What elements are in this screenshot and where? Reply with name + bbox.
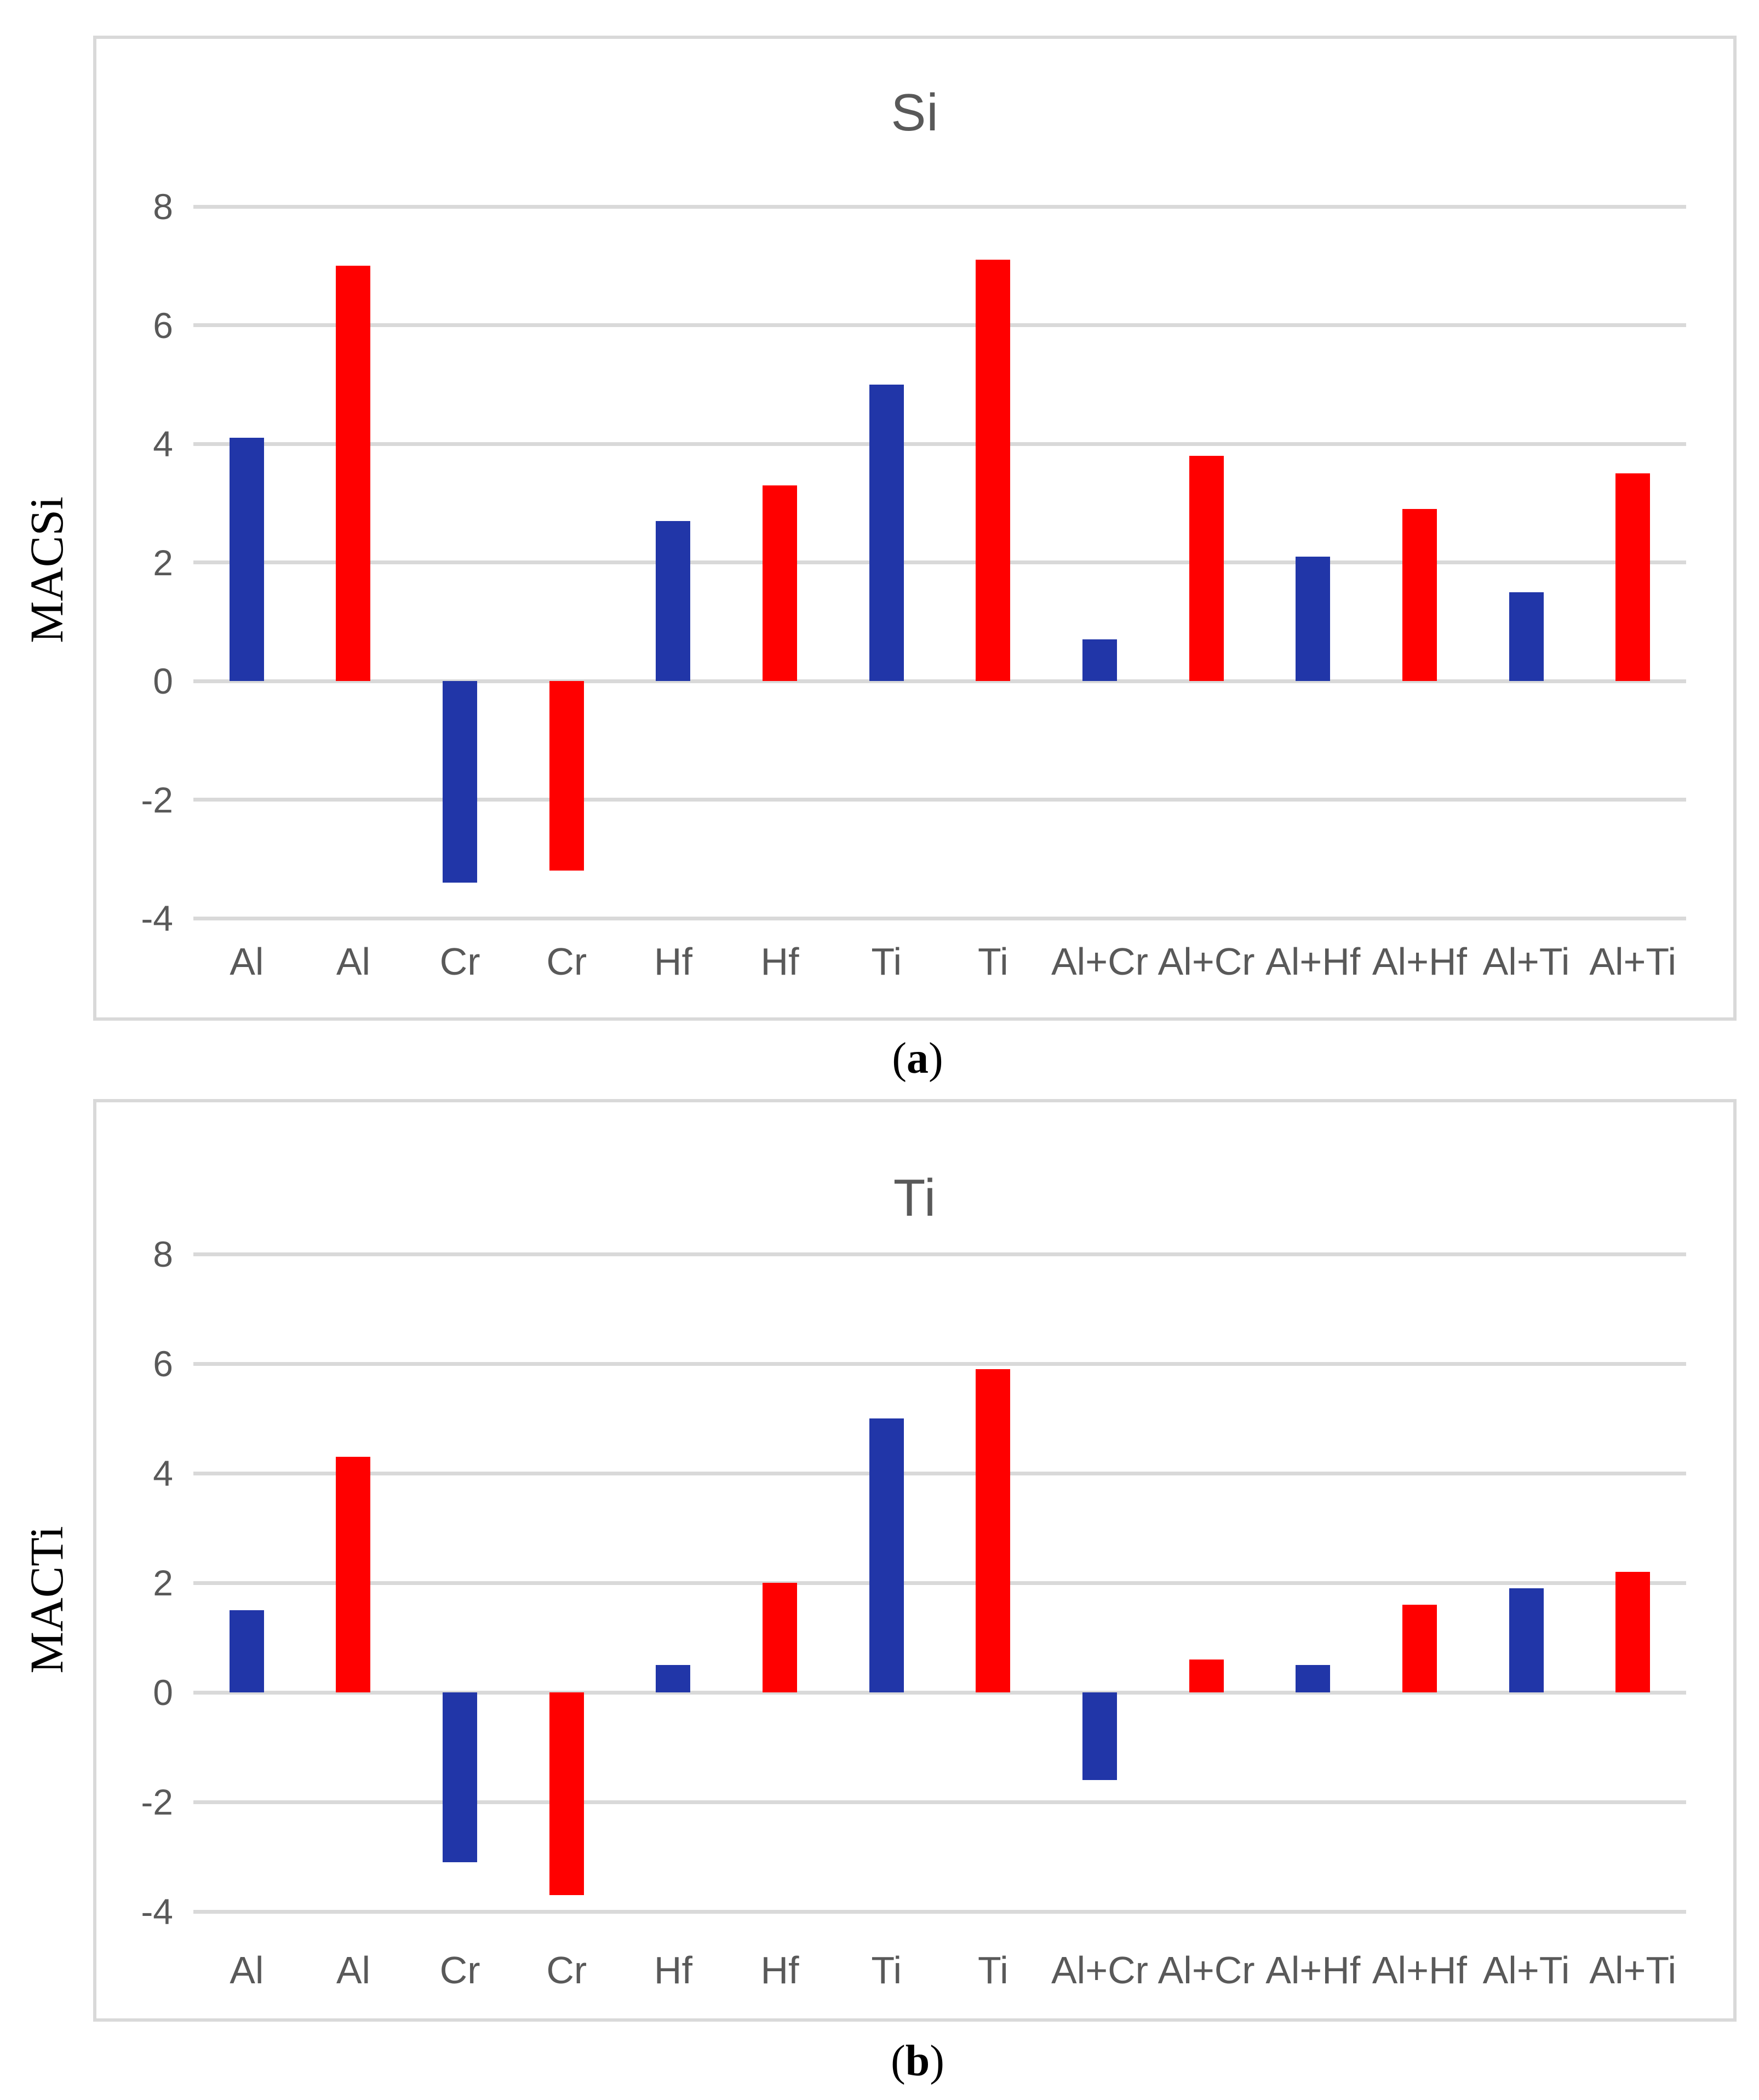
y-tick-label-4: 4: [153, 424, 173, 464]
x-label-1-Al: Al: [336, 940, 371, 983]
bar-6-Ti: [869, 384, 904, 681]
gridline--4: [193, 1909, 1686, 1914]
y-axis-label-macti: MACTi: [20, 1526, 73, 1674]
y-axis-label-macsi: MACSi: [20, 496, 73, 643]
bar-12-Al+Ti: [1509, 592, 1544, 681]
bar-9-Al+Cr: [1189, 1660, 1224, 1692]
gridline-8: [193, 204, 1686, 209]
x-label-9-Al+Cr: Al+Cr: [1158, 940, 1255, 983]
y-tick-label-2: 2: [153, 542, 173, 583]
x-label-13-Al+Ti: Al+Ti: [1589, 940, 1677, 983]
gridline-2: [193, 560, 1686, 564]
gridline--4: [193, 916, 1686, 920]
caption-paren-close: ): [929, 1034, 943, 1083]
bar-6-Ti: [869, 1418, 904, 1692]
y-tick-label--4: -4: [141, 898, 173, 939]
bar-4-Hf: [656, 1665, 691, 1692]
x-label-6-Ti: Ti: [871, 1949, 902, 1992]
bar-2-Cr: [443, 681, 478, 883]
gridline--2: [193, 798, 1686, 802]
caption-a: (a): [781, 1026, 1055, 1091]
x-label-10-Al+Hf: Al+Hf: [1265, 1949, 1361, 1992]
caption-paren-open: (: [891, 2037, 906, 2085]
bar-3-Cr: [549, 1692, 584, 1895]
bar-11-Al+Hf: [1402, 1605, 1437, 1692]
bar-4-Hf: [656, 520, 691, 681]
x-label-5-Hf: Hf: [760, 940, 799, 983]
chart-panel-ti: Ti 8 6 4 2 0 -2 -4 Al Al Cr Cr Hf Hf Ti Ti Al+Cr Al+Cr Al…: [93, 1099, 1737, 2022]
caption-b: (b): [781, 2028, 1055, 2094]
caption-paren-close: ): [930, 2037, 944, 2085]
gridline--2: [193, 1800, 1686, 1804]
caption-letter: a: [907, 1034, 929, 1083]
gridline-6: [193, 1361, 1686, 1366]
y-tick-label--4: -4: [141, 1891, 173, 1932]
y-tick-label-0: 0: [153, 661, 173, 701]
gridline-4: [193, 1471, 1686, 1475]
x-label-2-Cr: Cr: [439, 1949, 480, 1992]
x-label-0-Al: Al: [230, 1949, 264, 1992]
y-tick-label--2: -2: [141, 779, 173, 820]
x-label-6-Ti: Ti: [871, 940, 902, 983]
chart-title-si: Si: [891, 83, 939, 142]
chart-title-ti: Ti: [893, 1169, 937, 1227]
x-label-7-Ti: Ti: [977, 940, 1009, 983]
bar-11-Al+Hf: [1402, 509, 1437, 681]
gridline-0: [193, 1690, 1686, 1695]
x-label-11-Al+Hf: Al+Hf: [1372, 940, 1467, 983]
y-tick-label--2: -2: [141, 1782, 173, 1822]
x-label-12-Al+Ti: Al+Ti: [1482, 940, 1570, 983]
x-label-11-Al+Hf: Al+Hf: [1372, 1949, 1467, 1992]
bar-5-Hf: [763, 485, 798, 681]
gridline-2: [193, 1581, 1686, 1585]
bar-12-Al+Ti: [1509, 1588, 1544, 1692]
x-label-1-Al: Al: [336, 1949, 371, 1992]
bar-13-Al+Ti: [1615, 1572, 1651, 1692]
gridline-6: [193, 323, 1686, 327]
x-label-5-Hf: Hf: [760, 1949, 799, 1992]
x-label-3-Cr: Cr: [546, 940, 587, 983]
x-label-0-Al: Al: [230, 940, 264, 983]
y-tick-label-2: 2: [153, 1563, 173, 1603]
x-label-4-Hf: Hf: [654, 1949, 692, 1992]
bar-7-Ti: [976, 1369, 1011, 1692]
x-label-10-Al+Hf: Al+Hf: [1265, 940, 1361, 983]
y-tick-label-8: 8: [153, 186, 173, 227]
bar-0-Al: [229, 438, 264, 681]
caption-letter: b: [905, 2037, 930, 2085]
x-label-9-Al+Cr: Al+Cr: [1158, 1949, 1255, 1992]
bar-8-Al+Cr: [1082, 1692, 1117, 1780]
x-label-8-Al+Cr: Al+Cr: [1051, 940, 1148, 983]
chart-panel-si: Si 8 6 4 2 0 -2 -4 Al Al Cr Cr Hf Hf Ti Ti Al+Cr Al+Cr Al…: [93, 36, 1737, 1021]
gridline-4: [193, 442, 1686, 446]
bar-1-Al: [336, 266, 371, 681]
x-label-3-Cr: Cr: [546, 1949, 587, 1992]
x-label-7-Ti: Ti: [977, 1949, 1009, 1992]
x-label-8-Al+Cr: Al+Cr: [1051, 1949, 1148, 1992]
gridline-0: [193, 679, 1686, 683]
bar-3-Cr: [549, 681, 584, 871]
x-label-12-Al+Ti: Al+Ti: [1482, 1949, 1570, 1992]
y-tick-label-8: 8: [153, 1234, 173, 1274]
bar-7-Ti: [976, 260, 1011, 681]
bar-5-Hf: [763, 1583, 798, 1692]
x-label-4-Hf: Hf: [654, 940, 692, 983]
bar-10-Al+Hf: [1296, 1665, 1331, 1692]
bar-10-Al+Hf: [1296, 556, 1331, 681]
y-tick-label-0: 0: [153, 1672, 173, 1713]
y-tick-label-6: 6: [153, 1343, 173, 1384]
caption-paren-open: (: [892, 1034, 907, 1083]
bar-0-Al: [229, 1610, 264, 1692]
x-label-13-Al+Ti: Al+Ti: [1589, 1949, 1677, 1992]
x-label-2-Cr: Cr: [439, 940, 480, 983]
y-tick-label-4: 4: [153, 1453, 173, 1494]
bar-2-Cr: [443, 1692, 478, 1862]
bar-1-Al: [336, 1457, 371, 1692]
bar-13-Al+Ti: [1615, 473, 1651, 681]
gridline-8: [193, 1252, 1686, 1256]
bar-9-Al+Cr: [1189, 455, 1224, 681]
bar-8-Al+Cr: [1082, 639, 1117, 681]
y-tick-label-6: 6: [153, 305, 173, 346]
